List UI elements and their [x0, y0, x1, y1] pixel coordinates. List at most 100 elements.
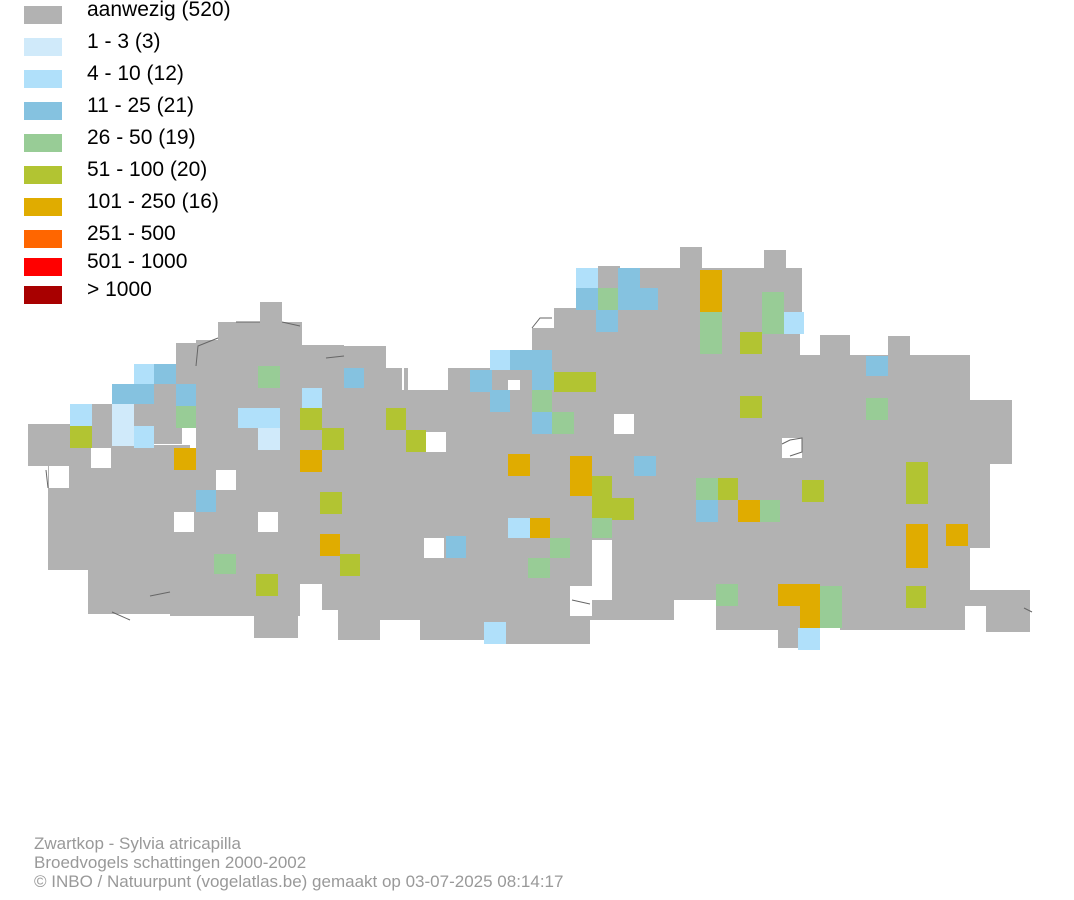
abundance-cell	[760, 500, 780, 522]
credit-line: © INBO / Natuurpunt (vogelatlas.be) gema…	[34, 872, 564, 891]
abundance-cells	[70, 268, 968, 650]
presence-cell	[680, 247, 702, 271]
empty-cell	[91, 448, 111, 468]
presence-cell	[338, 600, 380, 640]
abundance-cell	[906, 462, 928, 504]
presence-cell	[986, 590, 1030, 632]
legend-label: 51 - 100 (20)	[87, 158, 208, 181]
map-gaps	[49, 414, 802, 616]
abundance-cell	[798, 628, 820, 650]
abundance-cell	[866, 356, 888, 376]
abundance-cell	[470, 370, 492, 392]
presence-cell	[888, 336, 910, 360]
presence-cell	[254, 600, 298, 638]
border-line	[531, 317, 552, 329]
border-line	[781, 437, 803, 457]
abundance-cell	[446, 536, 466, 558]
abundance-cell	[174, 448, 196, 470]
abundance-cell	[322, 428, 344, 450]
abundance-cell	[740, 396, 762, 418]
presence-cell	[764, 250, 786, 274]
presence-cell	[660, 330, 800, 600]
legend-swatch	[24, 258, 62, 276]
abundance-cell	[802, 480, 824, 502]
legend-label: 4 - 10 (12)	[87, 62, 184, 85]
abundance-cell	[176, 384, 196, 406]
abundance-cell	[554, 372, 596, 392]
border-line	[149, 591, 171, 597]
abundance-cell	[134, 426, 154, 448]
abundance-cell	[866, 398, 888, 420]
abundance-cell	[576, 288, 598, 310]
presence-cell	[908, 356, 930, 402]
abundance-cell	[70, 426, 92, 448]
abundance-cell	[552, 412, 574, 434]
abundance-cell	[300, 450, 322, 472]
empty-cell	[258, 512, 278, 532]
abundance-cell	[112, 404, 134, 446]
empty-cell	[216, 470, 236, 490]
empty-cell	[174, 512, 194, 532]
abundance-cell	[112, 384, 154, 404]
abundance-cell	[176, 406, 196, 428]
abundance-cell	[740, 332, 762, 354]
presence-cell	[778, 620, 800, 648]
abundance-cell	[784, 312, 804, 334]
empty-cell	[592, 540, 612, 600]
abundance-cell	[532, 412, 552, 434]
abundance-cell	[592, 476, 612, 498]
abundance-cell	[508, 454, 530, 476]
abundance-cell	[598, 288, 618, 310]
presence-grid	[28, 247, 1030, 648]
legend-label: 251 - 500	[87, 222, 176, 245]
abundance-cell	[762, 292, 784, 334]
abundance-cell	[618, 288, 658, 310]
presence-cell	[840, 545, 965, 630]
abundance-cell	[214, 554, 236, 574]
abundance-cell	[718, 478, 738, 500]
abundance-cell	[302, 388, 322, 408]
empty-cell	[614, 414, 634, 434]
presence-cell	[420, 390, 530, 640]
abundance-cell	[258, 428, 280, 450]
abundance-cell	[490, 350, 512, 370]
abundance-cell	[532, 370, 554, 390]
border-line	[281, 321, 301, 327]
abundance-cell	[340, 554, 360, 576]
presence-cell	[404, 368, 408, 398]
abundance-cell	[386, 408, 406, 430]
presence-cell	[344, 346, 386, 372]
abundance-cell	[134, 364, 154, 384]
legend-label: 101 - 250 (16)	[87, 190, 219, 213]
abundance-cell	[592, 518, 612, 538]
abundance-cell	[576, 268, 598, 288]
abundance-cell	[696, 478, 718, 500]
legend-swatch	[24, 230, 62, 248]
legend-swatch	[24, 70, 62, 88]
abundance-cell	[820, 586, 842, 628]
abundance-cell	[530, 518, 550, 538]
legend-swatch	[24, 102, 62, 120]
abundance-cell	[696, 500, 718, 522]
dataset-name: Broedvogels schattingen 2000-2002	[34, 853, 307, 872]
border-line	[111, 611, 131, 621]
abundance-cell	[508, 518, 530, 538]
empty-cell	[426, 432, 446, 452]
abundance-cell	[596, 310, 618, 332]
legend-label: 1 - 3 (3)	[87, 30, 161, 53]
legend-label: > 1000	[87, 278, 152, 301]
abundance-cell	[196, 490, 216, 512]
abundance-cell	[320, 492, 342, 514]
legend-label: 11 - 25 (21)	[87, 94, 194, 117]
legend-label: aanwezig (520)	[87, 0, 231, 21]
abundance-cell	[800, 606, 820, 628]
legend-swatch	[24, 286, 62, 304]
abundance-cell	[510, 350, 552, 370]
abundance-cell	[490, 390, 510, 412]
empty-cell	[49, 466, 69, 488]
abundance-cell	[256, 574, 278, 596]
border-line	[45, 469, 49, 489]
empty-cell	[424, 538, 444, 558]
abundance-cell	[70, 404, 92, 426]
